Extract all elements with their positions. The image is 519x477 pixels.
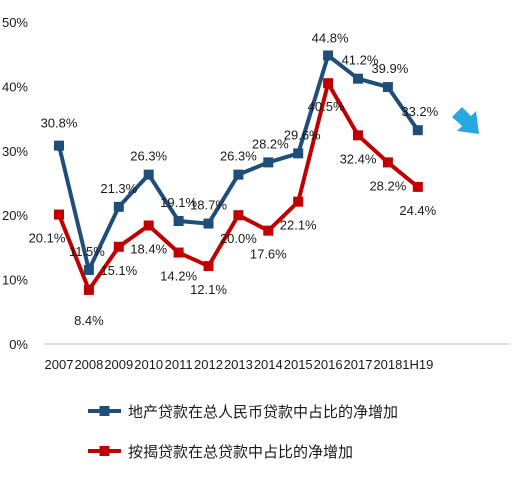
data-label: 11.5% — [69, 244, 105, 259]
x-tick-label: 2013 — [224, 357, 253, 372]
data-label: 12.1% — [190, 282, 227, 297]
data-label: 21.3% — [100, 181, 137, 196]
x-tick-label: 2012 — [194, 357, 223, 372]
x-tick-label: 2009 — [104, 357, 133, 372]
series-2-point — [323, 78, 334, 89]
data-label: 20.1% — [29, 231, 66, 246]
data-label: 30.8% — [41, 116, 78, 131]
series-1-point — [233, 169, 244, 180]
x-tick-label: 2017 — [344, 357, 373, 372]
data-label: 44.8% — [312, 30, 349, 45]
data-label: 39.9% — [371, 61, 408, 76]
y-tick-label: 50% — [2, 15, 28, 30]
data-labels: 30.8%11.5%21.3%26.3%19.1%18.7%26.3%28.2%… — [29, 30, 439, 327]
series-2-point — [412, 181, 423, 192]
series-1-point — [54, 140, 64, 151]
series-2-point — [143, 220, 154, 231]
data-label: 28.2% — [369, 178, 406, 193]
data-label: 26.3% — [220, 149, 257, 164]
data-label: 15.1% — [100, 263, 137, 278]
data-label: 29.6% — [284, 127, 321, 142]
data-label: 8.4% — [74, 313, 104, 328]
data-label: 20.0% — [220, 231, 257, 246]
series-1-point — [293, 148, 304, 159]
series-2-point — [382, 157, 393, 168]
x-tick-label: 2008 — [74, 357, 103, 372]
x-tick-label: 2016 — [314, 357, 343, 372]
data-label: 33.2% — [401, 104, 438, 119]
series-1-point — [263, 157, 274, 168]
series-2-point — [293, 196, 304, 207]
series-1-point — [203, 218, 214, 229]
data-label: 41.2% — [342, 53, 379, 68]
series-1-point — [143, 169, 154, 180]
x-tick-label: 2014 — [254, 357, 283, 372]
data-label: 19.1% — [160, 195, 197, 210]
x-tick-label: 2011 — [165, 357, 193, 372]
legend-swatch-marker — [99, 406, 110, 416]
series-2-point — [173, 247, 184, 258]
series-1-point — [323, 50, 334, 61]
data-label: 14.2% — [160, 269, 197, 284]
series-2-point — [263, 225, 274, 236]
data-label: 18.7% — [190, 198, 227, 213]
x-tick-label: 1H19 — [402, 357, 433, 372]
series-2-point — [353, 130, 363, 141]
series-markers — [54, 50, 423, 295]
data-label: 32.4% — [340, 151, 377, 166]
data-label: 22.1% — [280, 218, 317, 233]
series-2-point — [54, 209, 64, 220]
y-tick-label: 30% — [2, 144, 28, 159]
y-axis-ticks: 0% 10% 20% 30% 40% 50% — [2, 15, 28, 352]
x-axis-ticks: 2007 2008 2009 2010 2011 2012 2013 2014 2015 2016… — [45, 357, 434, 372]
data-label: 40.5% — [308, 99, 345, 114]
legend-label: 地产贷款在总人民币贷款中占比的净增加 — [128, 403, 398, 421]
trend-arrow — [452, 107, 479, 134]
data-label: 18.4% — [130, 242, 167, 257]
y-tick-label: 20% — [2, 208, 28, 223]
legend-label: 按揭贷款在总贷款中占比的净增加 — [128, 443, 353, 461]
series-1-point — [83, 264, 94, 275]
series-1-point — [353, 73, 363, 84]
x-tick-label: 2010 — [134, 357, 163, 372]
y-tick-label: 0% — [9, 337, 28, 352]
series-2-point — [233, 210, 244, 221]
x-tick-label: 2007 — [45, 357, 74, 372]
x-tick-label: 2018 — [373, 357, 402, 372]
series-1-point — [113, 201, 124, 212]
y-tick-label: 10% — [2, 273, 28, 288]
series-1-point — [412, 125, 423, 136]
series-2-point — [203, 261, 214, 272]
data-label: 17.6% — [250, 247, 287, 262]
x-tick-label: 2015 — [284, 357, 313, 372]
legend-swatch-marker — [99, 446, 110, 456]
series-2-point — [113, 241, 124, 252]
data-label: 24.4% — [399, 203, 436, 218]
y-tick-label: 40% — [2, 79, 28, 94]
series-1-point — [382, 82, 393, 93]
trend-arrow-icon — [452, 107, 479, 134]
series-1-point — [173, 215, 184, 226]
data-label: 26.3% — [130, 149, 167, 164]
series-2-point — [83, 284, 94, 295]
data-label: 28.2% — [252, 136, 289, 151]
